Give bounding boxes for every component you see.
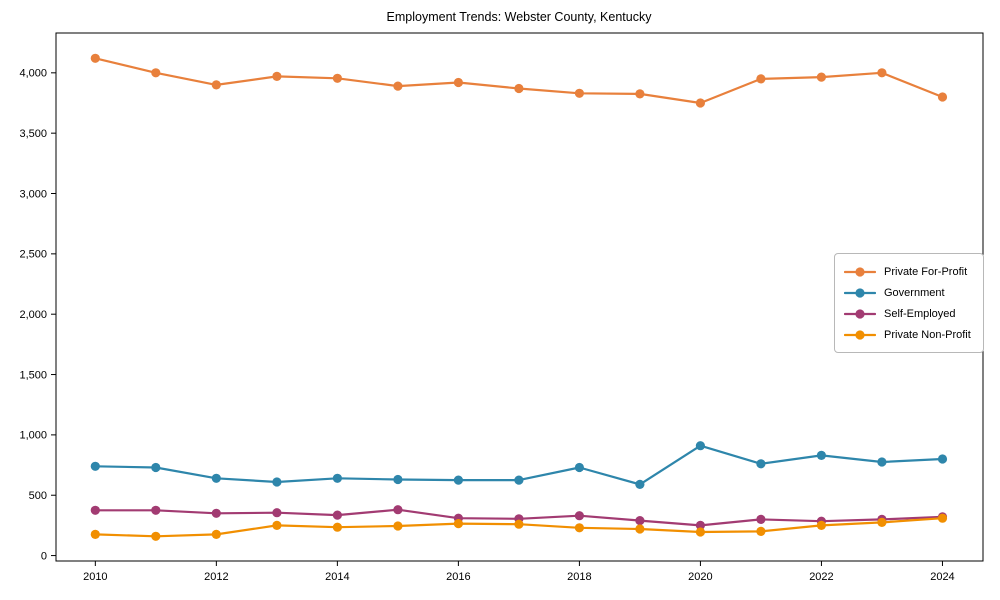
data-point xyxy=(90,529,100,540)
legend-marker-dot xyxy=(855,287,865,298)
data-point xyxy=(514,83,524,94)
data-point xyxy=(272,520,282,531)
data-point xyxy=(393,81,403,91)
data-point xyxy=(272,508,282,518)
legend-marker-dot xyxy=(855,266,865,277)
data-point xyxy=(90,53,100,63)
data-point xyxy=(393,521,403,531)
y-tick-label: 3,000 xyxy=(19,188,47,200)
legend-marker-dot xyxy=(855,329,865,340)
y-tick-label: 4,000 xyxy=(19,68,47,80)
data-point xyxy=(816,450,827,460)
y-tick-label: 0 xyxy=(41,550,47,562)
data-point xyxy=(877,517,887,528)
data-point xyxy=(211,508,221,518)
data-point xyxy=(816,520,827,531)
y-tick-label: 1,000 xyxy=(19,430,47,442)
data-point xyxy=(635,479,645,489)
y-tick-label: 1,500 xyxy=(19,369,47,381)
data-point xyxy=(90,461,100,471)
data-point xyxy=(211,473,221,483)
x-tick-label: 2024 xyxy=(930,571,954,583)
y-tick-label: 2,500 xyxy=(19,249,47,261)
data-point xyxy=(635,524,645,534)
x-tick-label: 2016 xyxy=(446,571,470,583)
data-point xyxy=(877,68,887,78)
data-point xyxy=(211,529,221,540)
data-point xyxy=(695,98,706,108)
data-point xyxy=(695,520,706,531)
data-point xyxy=(695,441,706,451)
x-tick-label: 2018 xyxy=(567,571,591,583)
data-point xyxy=(514,519,524,529)
data-point xyxy=(937,513,948,523)
x-tick-label: 2014 xyxy=(325,571,349,583)
data-point xyxy=(151,68,161,78)
data-point xyxy=(756,514,766,525)
data-point xyxy=(393,505,403,515)
series-layer xyxy=(90,53,948,541)
legend-item-label: Government xyxy=(884,286,945,299)
data-point xyxy=(272,71,282,81)
data-point xyxy=(514,475,524,485)
data-point xyxy=(332,510,342,520)
legend-item: Private Non-Profit xyxy=(844,324,975,345)
data-point xyxy=(151,462,161,473)
legend: Private For-Profit Government Self-Employe… xyxy=(834,253,984,353)
data-point xyxy=(393,474,403,485)
legend-marker-icon xyxy=(844,287,876,298)
legend-item: Self-Employed xyxy=(844,303,975,324)
legend-item-label: Private Non-Profit xyxy=(884,328,971,341)
legend-marker-icon xyxy=(844,308,876,319)
data-point xyxy=(574,462,585,473)
legend-item-label: Self-Employed xyxy=(884,307,956,320)
data-point xyxy=(453,77,463,88)
legend-item: Government xyxy=(844,282,975,303)
data-point xyxy=(453,475,463,485)
data-point xyxy=(151,531,161,541)
x-tick-label: 2020 xyxy=(688,571,712,583)
data-point xyxy=(332,522,342,532)
legend-marker-dot xyxy=(855,308,865,319)
data-point xyxy=(574,511,585,521)
data-point xyxy=(756,526,766,537)
legend-marker-icon xyxy=(844,266,876,277)
x-tick-label: 2010 xyxy=(83,571,107,583)
data-point xyxy=(756,74,766,84)
data-point xyxy=(574,523,585,533)
legend-item: Private For-Profit xyxy=(844,261,975,282)
data-point xyxy=(695,527,706,537)
data-point xyxy=(272,477,282,487)
data-point xyxy=(90,505,100,515)
x-tick-label: 2012 xyxy=(204,571,228,583)
data-point xyxy=(332,473,342,483)
data-point xyxy=(332,73,342,83)
data-point xyxy=(574,88,585,98)
y-tick-label: 3,500 xyxy=(19,128,47,140)
data-point xyxy=(937,454,948,464)
legend-item-label: Private For-Profit xyxy=(884,265,968,278)
data-point xyxy=(635,89,645,99)
series-line-private-for-profit xyxy=(94,57,944,105)
x-tick-label: 2022 xyxy=(809,571,833,583)
data-point xyxy=(756,459,766,469)
data-point xyxy=(816,72,827,82)
y-tick-label: 2,000 xyxy=(19,309,47,321)
data-point xyxy=(937,92,948,102)
data-point xyxy=(453,519,463,529)
data-point xyxy=(877,457,887,467)
data-point xyxy=(151,505,161,515)
y-tick-label: 500 xyxy=(29,490,47,502)
legend-marker-icon xyxy=(844,329,876,340)
data-point xyxy=(211,80,221,90)
data-point xyxy=(635,516,645,526)
chart-title: Employment Trends: Webster County, Kentu… xyxy=(387,10,653,24)
